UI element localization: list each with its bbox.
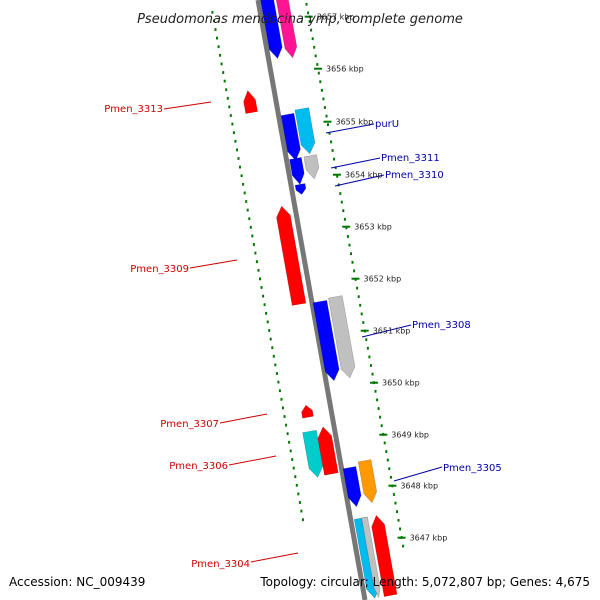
leader-line-reverse (250, 552, 299, 563)
gene-magenta-top (275, 0, 298, 59)
gene-labels: purU Pmen_3311 Pmen_3310 Pmen_3308 Pmen_3305… (104, 104, 501, 570)
scale-ticks (211, 2, 405, 548)
gene-label-forward: Pmen_3305 (443, 463, 502, 474)
gene-pmen-3308 (328, 295, 356, 379)
scale-label: 3655 kbp (336, 118, 374, 127)
leader-line-reverse (219, 413, 268, 424)
gene-label-forward: purU (375, 119, 399, 130)
gene-pmen-3310 (303, 154, 320, 180)
scale-label: 3654 kbp (345, 171, 383, 180)
leader-line-forward (393, 466, 443, 482)
scale-label: 3656 kbp (326, 65, 364, 74)
gene-blue-tiny (294, 183, 307, 195)
gene-label-reverse: Pmen_3306 (169, 461, 228, 472)
gene-pmen-3307 (301, 404, 314, 419)
leader-line-forward (334, 174, 385, 187)
gene-red-3306 (317, 426, 339, 476)
leader-line-forward (330, 157, 381, 169)
kbp-scale: 3657 kbp 3656 kbp 3655 kbp 3654 kbp 3653 kbp… (304, 13, 448, 543)
gene-pmen-3306 (302, 429, 324, 478)
scale-label: 3650 kbp (382, 379, 420, 388)
scale-label: 3649 kbp (391, 431, 429, 440)
gene-label-reverse: Pmen_3313 (104, 104, 163, 115)
backbone-line (255, 0, 368, 600)
map-title: Pseudomonas mendocina ymp, complete geno… (137, 12, 463, 27)
scale-label: 3647 kbp (410, 534, 448, 543)
gene-blue-small (289, 157, 305, 185)
gene-features (243, 0, 398, 599)
gene-pmen-3311 (294, 107, 316, 155)
gene-blue-3308 (312, 300, 340, 382)
leader-line-forward (325, 123, 375, 134)
gene-pmen-3305 (357, 459, 378, 504)
scale-label: 3651 kbp (373, 327, 411, 336)
scale-label: 3653 kbp (354, 223, 392, 232)
gene-label-forward: Pmen_3308 (412, 320, 471, 331)
gene-blue-3305 (342, 466, 362, 508)
gene-label-forward: Pmen_3310 (385, 170, 444, 181)
gene-label-reverse: Pmen_3307 (160, 419, 219, 430)
gene-red-bottom (371, 514, 398, 597)
gene-gray-bottom (361, 516, 381, 599)
label-leaders (163, 101, 443, 563)
gene-purU (280, 112, 301, 161)
gene-blue-top (260, 0, 283, 59)
gene-pmen-3313 (243, 90, 258, 114)
gene-pmen-3309 (276, 205, 307, 306)
gene-label-forward: Pmen_3311 (381, 153, 440, 164)
gene-label-reverse: Pmen_3309 (130, 264, 189, 275)
gene-label-reverse: Pmen_3304 (191, 559, 250, 570)
topology-text: Topology: circular; Length: 5,072,807 bp… (259, 575, 590, 589)
leader-line-reverse (163, 101, 212, 110)
leader-line-reverse (228, 455, 277, 466)
scale-label: 3648 kbp (400, 482, 438, 491)
genome-backbone (255, 0, 368, 600)
scale-label: 3657 kbp (317, 13, 355, 22)
leader-line-reverse (189, 259, 238, 269)
leader-line-forward (361, 324, 412, 338)
scale-label: 3652 kbp (364, 275, 402, 284)
accession-text: Accession: NC_009439 (9, 575, 145, 589)
